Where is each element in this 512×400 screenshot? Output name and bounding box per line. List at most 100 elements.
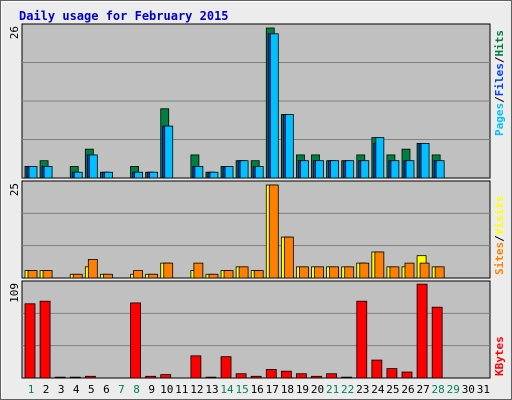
bar-kbytes [220,356,232,379]
bar-kbytes [296,373,307,379]
bar-sites [419,262,430,279]
bar-sites [148,273,159,279]
bar-sites [223,270,234,279]
bar-pages [239,160,249,179]
bar-kbytes [431,306,443,379]
bar-pages [345,160,355,179]
bar-kbytes [326,373,338,379]
panel-3: 109 [8,280,491,379]
bar-kbytes [205,376,217,379]
panel-2: 25 [8,180,491,279]
legend-hits: Hits [493,30,506,57]
legend-visits: Visits [493,196,506,236]
bar-kbytes [356,300,368,379]
bar-kbytes [84,375,96,379]
x-tick-label: 2 [43,383,50,396]
x-tick-label: 10 [160,383,173,396]
bar-sites [133,270,143,279]
bar-kbytes [250,375,262,379]
x-tick-label: 6 [103,383,110,396]
bar-kbytes [160,374,172,379]
legend-sep: / [493,56,506,63]
x-tick-label: 23 [356,383,369,396]
y-max-label: 25 [8,183,21,196]
bar-kbytes [401,371,413,379]
x-tick-label: 8 [133,383,140,396]
x-tick-label: 28 [432,383,445,396]
x-tick-label: 26 [401,383,414,396]
x-tick-label: 15 [235,383,248,396]
plots-area: 26 25 109 [8,23,491,379]
bar-sites [42,270,53,279]
bar-kbytes [69,376,81,379]
panel-1: 26 [8,23,491,179]
x-tick-label: 3 [58,383,65,396]
x-tick-label: 4 [73,383,80,396]
bar-pages [224,166,234,179]
bar-pages [209,171,219,179]
legend-files: Files [493,63,506,96]
legend-sites: Sites [493,242,506,275]
chart-title: Daily usage for February 2015 [19,9,229,23]
bar-sites [163,262,174,279]
bar-kbytes [416,283,428,379]
bar-kbytes [386,368,398,379]
x-tick-label: 27 [416,383,429,396]
bar-sites [329,266,340,279]
bar-kbytes [371,359,383,379]
bar-sites [253,270,264,279]
legend-kbytes: KBytes [493,336,506,376]
plot-background [21,180,491,279]
legend-sep: / [493,235,506,242]
bar-pages [149,171,159,179]
bar-sites [344,266,355,279]
x-axis: 1 2 3 4 5 6 7 8 9 10 11 12 13 14 15 16 17 18 19 20 21 22 23 24 2… [28,383,490,396]
bar-pages [405,160,415,179]
x-tick-label: 16 [251,383,264,396]
legends-area: Pages/Files/Hits Sites/Visits KBytes [493,30,506,376]
bar-kbytes [280,370,292,379]
x-tick-label: 31 [477,383,490,396]
bar-pages [254,166,264,179]
bar-pages [104,171,113,179]
x-tick-label: 13 [205,383,218,396]
x-tick-label: 12 [190,383,203,396]
bar-sites [374,251,385,279]
bar-pages [88,154,98,179]
x-tick-label: 22 [341,383,354,396]
bar-sites [87,258,98,279]
bar-sites [193,262,204,279]
y-max-label: 26 [8,26,21,39]
legend-top: Pages/Files/Hits [493,30,506,136]
bar-kbytes [190,355,202,379]
bar-pages [28,166,38,179]
bar-pages [390,160,400,179]
y-max-label: 109 [8,283,21,303]
bar-kbytes [130,302,141,379]
bar-kbytes [145,375,157,379]
x-tick-label: 1 [28,383,35,396]
x-tick-label: 20 [311,383,324,396]
bar-pages [330,160,340,179]
bar-sites [404,262,415,279]
bar-kbytes [235,373,247,379]
x-tick-label: 9 [148,383,155,396]
x-tick-label: 29 [447,383,460,396]
x-tick-label: 18 [281,383,294,396]
bar-pages [315,160,324,179]
bar-sites [299,266,309,279]
x-tick-label: 24 [371,383,385,396]
bar-pages [420,142,430,179]
legend-sep: / [493,96,506,103]
legend-bottom: KBytes [493,336,506,376]
bar-kbytes [341,376,353,379]
bar-sites [238,266,249,279]
bar-pages [435,160,445,179]
bar-kbytes [265,369,277,379]
plot-background [21,280,491,379]
x-tick-label: 25 [386,383,399,396]
bar-sites [268,184,279,279]
bar-sites [389,266,400,279]
bar-kbytes [39,300,51,379]
